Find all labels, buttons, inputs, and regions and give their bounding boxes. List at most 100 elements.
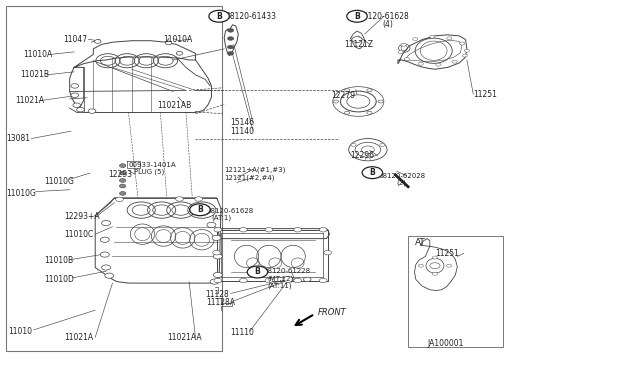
Text: PLUG (5): PLUG (5) — [134, 169, 164, 175]
Text: 11021AB: 11021AB — [157, 101, 191, 110]
Circle shape — [166, 41, 172, 45]
Circle shape — [429, 35, 435, 38]
Circle shape — [120, 171, 126, 175]
Circle shape — [213, 254, 222, 259]
Text: 11121Z: 11121Z — [344, 40, 373, 49]
Circle shape — [189, 204, 210, 216]
Text: B: B — [354, 12, 360, 21]
Circle shape — [227, 37, 234, 40]
Circle shape — [352, 37, 362, 42]
Circle shape — [95, 39, 101, 43]
Circle shape — [175, 197, 183, 201]
Text: B: B — [369, 168, 375, 177]
Circle shape — [378, 100, 383, 103]
Circle shape — [413, 38, 418, 41]
Circle shape — [88, 109, 96, 113]
Circle shape — [213, 272, 222, 278]
Text: 15146: 15146 — [230, 119, 255, 128]
Circle shape — [398, 51, 403, 54]
Circle shape — [120, 192, 126, 195]
Circle shape — [265, 228, 273, 232]
Circle shape — [239, 278, 247, 283]
Circle shape — [227, 29, 234, 32]
Text: 11010G: 11010G — [6, 189, 36, 198]
Text: 11010B: 11010B — [44, 256, 73, 265]
Circle shape — [73, 103, 81, 108]
Text: 08120-61433: 08120-61433 — [225, 12, 276, 21]
Circle shape — [195, 197, 202, 201]
Circle shape — [71, 84, 79, 88]
Circle shape — [176, 51, 182, 55]
Circle shape — [100, 252, 109, 257]
Circle shape — [294, 278, 301, 283]
Circle shape — [447, 37, 452, 40]
Text: FRONT: FRONT — [317, 308, 346, 317]
Text: 08120-61628: 08120-61628 — [358, 12, 409, 21]
Circle shape — [362, 167, 383, 179]
Text: (2): (2) — [397, 180, 406, 186]
Text: 13081: 13081 — [6, 134, 30, 143]
Circle shape — [303, 277, 311, 282]
Text: 12296: 12296 — [351, 151, 374, 160]
Text: 11021A: 11021A — [65, 333, 93, 342]
Text: (AT:1): (AT:1) — [211, 215, 232, 221]
Circle shape — [227, 51, 234, 55]
Circle shape — [207, 222, 216, 228]
Circle shape — [212, 250, 220, 255]
Text: 11021B: 11021B — [20, 70, 49, 79]
Circle shape — [265, 278, 273, 283]
Text: 11010A: 11010A — [164, 35, 193, 44]
Circle shape — [452, 60, 457, 63]
Circle shape — [465, 49, 469, 52]
Text: 11021AA: 11021AA — [167, 333, 202, 342]
Text: 12121(#2,#4): 12121(#2,#4) — [224, 174, 275, 181]
Text: 12121+A(#1,#3): 12121+A(#1,#3) — [224, 166, 285, 173]
Circle shape — [116, 197, 124, 202]
Circle shape — [430, 263, 440, 269]
Circle shape — [365, 158, 371, 161]
Circle shape — [344, 111, 349, 114]
Text: 11010G: 11010G — [44, 177, 74, 186]
Text: AT: AT — [415, 238, 425, 247]
Text: B: B — [216, 12, 222, 21]
Text: 11128A: 11128A — [206, 298, 236, 307]
Circle shape — [247, 266, 268, 278]
Text: B: B — [197, 205, 203, 214]
Text: 11021A: 11021A — [15, 96, 44, 105]
Circle shape — [419, 62, 424, 65]
Text: 08120-61228: 08120-61228 — [264, 268, 311, 274]
Text: (AT:11): (AT:11) — [268, 283, 292, 289]
Circle shape — [462, 54, 467, 57]
Circle shape — [212, 235, 221, 240]
Text: 11110: 11110 — [230, 328, 255, 337]
Text: 00933-1401A: 00933-1401A — [129, 161, 176, 167]
Text: 11251: 11251 — [435, 249, 459, 258]
Circle shape — [214, 278, 221, 283]
Text: 11128: 11128 — [205, 290, 229, 299]
Circle shape — [71, 93, 79, 97]
Circle shape — [324, 250, 332, 255]
Circle shape — [120, 184, 126, 188]
Circle shape — [380, 143, 385, 146]
Circle shape — [210, 279, 219, 284]
Text: 08120-62028: 08120-62028 — [379, 173, 426, 179]
Circle shape — [367, 111, 372, 114]
Circle shape — [447, 264, 452, 267]
Circle shape — [351, 143, 356, 146]
Circle shape — [333, 100, 339, 103]
Text: (MT:12): (MT:12) — [268, 275, 294, 282]
Circle shape — [404, 58, 410, 61]
Text: 11251: 11251 — [473, 90, 497, 99]
Text: 11010D: 11010D — [44, 275, 74, 284]
Circle shape — [460, 42, 465, 45]
Circle shape — [294, 228, 301, 232]
Circle shape — [344, 89, 349, 92]
Text: (4): (4) — [383, 20, 394, 29]
Text: 11140: 11140 — [230, 126, 255, 136]
Circle shape — [239, 228, 247, 232]
Circle shape — [105, 273, 114, 278]
Circle shape — [120, 164, 126, 167]
Text: JA100001: JA100001 — [428, 339, 463, 348]
Circle shape — [100, 237, 109, 242]
Text: B: B — [255, 267, 260, 276]
